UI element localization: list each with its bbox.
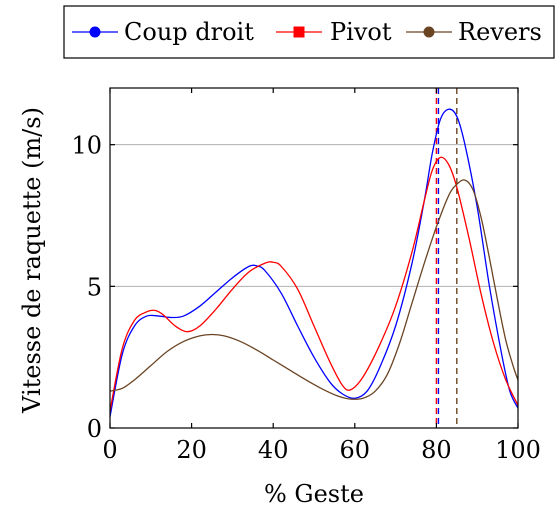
y-tick-label-0: 0 [87,415,102,443]
legend-item-revers: Revers [406,18,542,46]
x-tick-label-20: 20 [176,436,207,464]
x-tick-label-100: 100 [495,436,541,464]
legend-marker-coup-droit [89,26,101,38]
legend-item-pivot: Pivot [276,18,392,46]
legend-label-revers: Revers [458,18,542,46]
series-line-coup-droit [109,108,519,417]
x-tick-label-0: 0 [102,436,117,464]
x-tick-label-80: 80 [421,436,452,464]
axis-ticks: 0 20 40 60 80 100 0 5 10 [71,88,541,464]
x-tick-label-40: 40 [258,436,289,464]
y-tick-label-10: 10 [71,132,102,160]
y-axis-label: Vitesse de raquette (m/s) [18,107,46,414]
legend-label-pivot: Pivot [330,18,392,46]
legend: Coup droit Pivot Revers [63,5,555,59]
legend-marker-revers [423,26,435,38]
series-line-pivot [109,156,519,412]
x-tick-label-60: 60 [340,436,371,464]
plot-area: 0 20 40 60 80 100 0 5 10 [71,87,541,464]
grid-lines [110,144,518,287]
plot-frame [109,87,519,429]
legend-marker-pivot [293,26,305,38]
y-tick-label-5: 5 [87,273,102,301]
x-axis-label: % Geste [264,480,364,508]
legend-item-coup-droit: Coup droit [72,18,254,46]
series-line-revers [109,179,519,400]
peak-lines [435,88,458,428]
series-group [109,108,519,417]
legend-label-coup-droit: Coup droit [124,18,254,46]
